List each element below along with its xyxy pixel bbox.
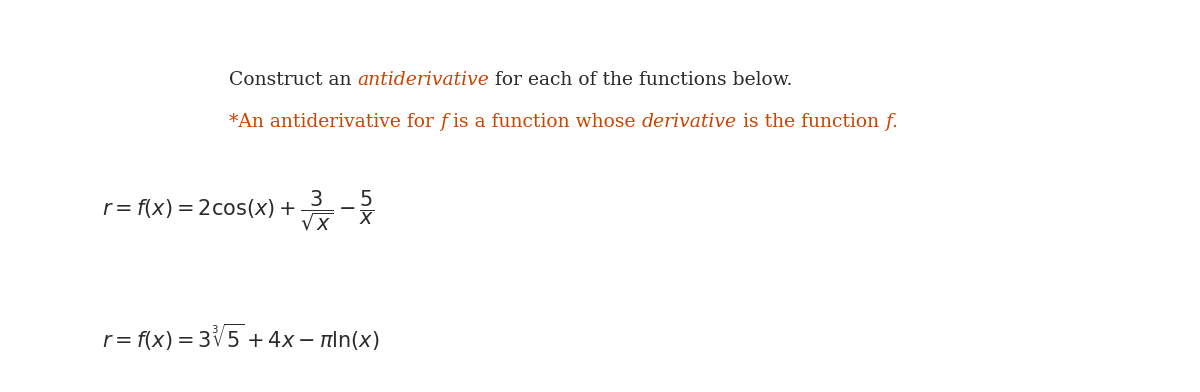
Text: derivative: derivative <box>642 113 737 131</box>
Text: is a function whose: is a function whose <box>446 113 642 131</box>
Text: $r = f(x) = 3\sqrt[3]{5} + 4x - \pi \ln(x)$: $r = f(x) = 3\sqrt[3]{5} + 4x - \pi \ln(… <box>102 321 379 353</box>
Text: for each of the functions below.: for each of the functions below. <box>490 71 793 89</box>
Text: f: f <box>440 113 446 131</box>
Text: $r = f(x) = 2\cos(x) + \dfrac{3}{\sqrt{x}} - \dfrac{5}{x}$: $r = f(x) = 2\cos(x) + \dfrac{3}{\sqrt{x… <box>102 188 374 233</box>
Text: .: . <box>892 113 898 131</box>
Text: f: f <box>884 113 892 131</box>
Text: is the function: is the function <box>737 113 884 131</box>
Text: *An antiderivative for: *An antiderivative for <box>229 113 440 131</box>
Text: Construct an: Construct an <box>229 71 358 89</box>
Text: antiderivative: antiderivative <box>358 71 490 89</box>
